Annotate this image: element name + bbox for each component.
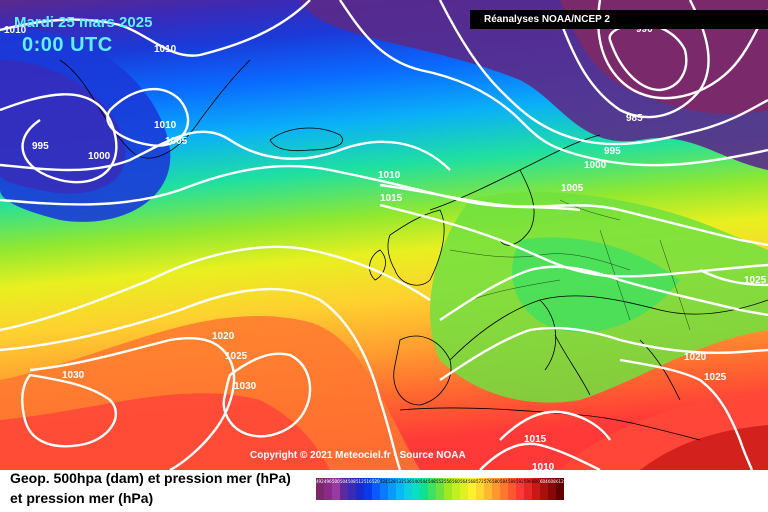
color-scale-label: 492 — [316, 479, 324, 484]
map-time: 0:00 UTC — [22, 34, 113, 56]
color-scale-label: 604 — [540, 479, 548, 484]
color-scale-swatch: 520 — [372, 478, 380, 500]
isobar-label: 1025 — [225, 351, 248, 362]
color-scale-swatch: 536 — [404, 478, 412, 500]
color-scale-label: 500 — [332, 479, 340, 484]
color-scale-label: 544 — [420, 479, 428, 484]
color-scale-label: 580 — [492, 479, 500, 484]
color-scale-swatch: 528 — [388, 478, 396, 500]
color-scale-label: 524 — [380, 479, 388, 484]
color-scale-swatch: 604 — [540, 478, 548, 500]
color-scale-swatch: 580 — [492, 478, 500, 500]
color-scale-swatch: 540 — [412, 478, 420, 500]
color-scale-label: 592 — [516, 479, 524, 484]
color-scale-swatch: 596 — [524, 478, 532, 500]
color-scale-swatch: 512 — [356, 478, 364, 500]
color-scale-label: 600 — [532, 479, 540, 484]
color-scale-swatch: 588 — [508, 478, 516, 500]
coastlines — [59, 59, 768, 441]
isobar-label: 1010 — [378, 170, 401, 181]
color-scale-label: 540 — [412, 479, 420, 484]
color-scale-swatch: 572 — [476, 478, 484, 500]
isobar-label: 1010 — [532, 462, 555, 473]
isobar-label: 1005 — [165, 136, 188, 147]
isobar-label: 1010 — [154, 120, 177, 131]
copyright-text: Copyright © 2021 Meteociel.fr - Source N… — [250, 450, 466, 461]
source-banner: Réanalyses NOAA/NCEP 2 — [470, 10, 768, 29]
color-scale-legend: 492 496 500 504 508 512 516 520 524 528 532 536 540 5… — [316, 478, 564, 500]
color-scale-label: 528 — [388, 479, 396, 484]
color-scale-label: 532 — [396, 479, 404, 484]
map-date: Mardi 25 mars 2025 — [14, 14, 153, 31]
color-scale-label: 508 — [348, 479, 356, 484]
color-scale-label: 588 — [508, 479, 516, 484]
isobar-label: 1020 — [684, 352, 707, 363]
color-scale-swatch: 576 — [484, 478, 492, 500]
isobar-label: 985 — [626, 113, 643, 124]
color-scale-swatch: 592 — [516, 478, 524, 500]
color-scale-label: 568 — [468, 479, 476, 484]
isobar-label: 1005 — [561, 183, 584, 194]
weather-map — [0, 0, 768, 470]
color-scale-label: 548 — [428, 479, 436, 484]
map-title: Geop. 500hpa (dam) et pression mer (hPa) — [10, 470, 291, 486]
isobar-label: 1010 — [154, 44, 177, 55]
color-scale-swatch: 552 — [436, 478, 444, 500]
color-scale-swatch: 504 — [340, 478, 348, 500]
isobar-label: 1030 — [234, 381, 257, 392]
color-scale-label: 572 — [476, 479, 484, 484]
geopotential-field — [0, 0, 768, 470]
color-scale-label: 576 — [484, 479, 492, 484]
color-scale-label: 596 — [524, 479, 532, 484]
isobar-label: 1015 — [380, 193, 403, 204]
color-scale-label: 536 — [404, 479, 412, 484]
isobar-label: 1000 — [584, 160, 607, 171]
isobar-label: 1000 — [88, 151, 111, 162]
color-scale-label: 516 — [364, 479, 372, 484]
isobar-label: 1010 — [4, 25, 27, 36]
isobar-label: 1030 — [62, 370, 85, 381]
isobar-label: 1025 — [744, 275, 767, 286]
color-scale-swatch: 608 — [548, 478, 556, 500]
isobar-label: 995 — [32, 141, 49, 152]
isobar-label: 1025 — [704, 372, 727, 383]
color-scale-swatch: 516 — [364, 478, 372, 500]
color-scale-label: 584 — [500, 479, 508, 484]
isobars — [0, 0, 768, 470]
color-scale-label: 608 — [548, 479, 556, 484]
color-scale-swatch: 544 — [420, 478, 428, 500]
color-scale-swatch: 500 — [332, 478, 340, 500]
color-scale-label: 504 — [340, 479, 348, 484]
isobar-label: 995 — [604, 146, 621, 157]
color-scale-swatch: 568 — [468, 478, 476, 500]
color-scale-swatch: 496 — [324, 478, 332, 500]
color-scale-swatch: 564 — [460, 478, 468, 500]
color-scale-label: 512 — [356, 479, 364, 484]
color-scale-label: 560 — [452, 479, 460, 484]
color-scale-swatch: 584 — [500, 478, 508, 500]
color-scale-swatch: 524 — [380, 478, 388, 500]
color-scale-label: 556 — [444, 479, 452, 484]
color-scale-swatch: 508 — [348, 478, 356, 500]
color-scale-label: 520 — [372, 479, 380, 484]
color-scale-label: 496 — [324, 479, 332, 484]
color-scale-label: 564 — [460, 479, 468, 484]
map-title-line2: et pression mer (hPa) — [10, 490, 154, 506]
color-scale-swatch: 612 — [556, 478, 564, 500]
isobar-label: 990 — [636, 24, 653, 35]
color-scale-swatch: 532 — [396, 478, 404, 500]
isobar-label: 1015 — [524, 434, 547, 445]
color-scale-swatch: 560 — [452, 478, 460, 500]
color-scale-swatch: 548 — [428, 478, 436, 500]
color-scale-swatch: 556 — [444, 478, 452, 500]
isobar-label: 1020 — [212, 331, 235, 342]
color-scale-swatch: 600 — [532, 478, 540, 500]
color-scale-label: 612 — [556, 479, 564, 484]
color-scale-label: 552 — [436, 479, 444, 484]
color-scale-swatch: 492 — [316, 478, 324, 500]
